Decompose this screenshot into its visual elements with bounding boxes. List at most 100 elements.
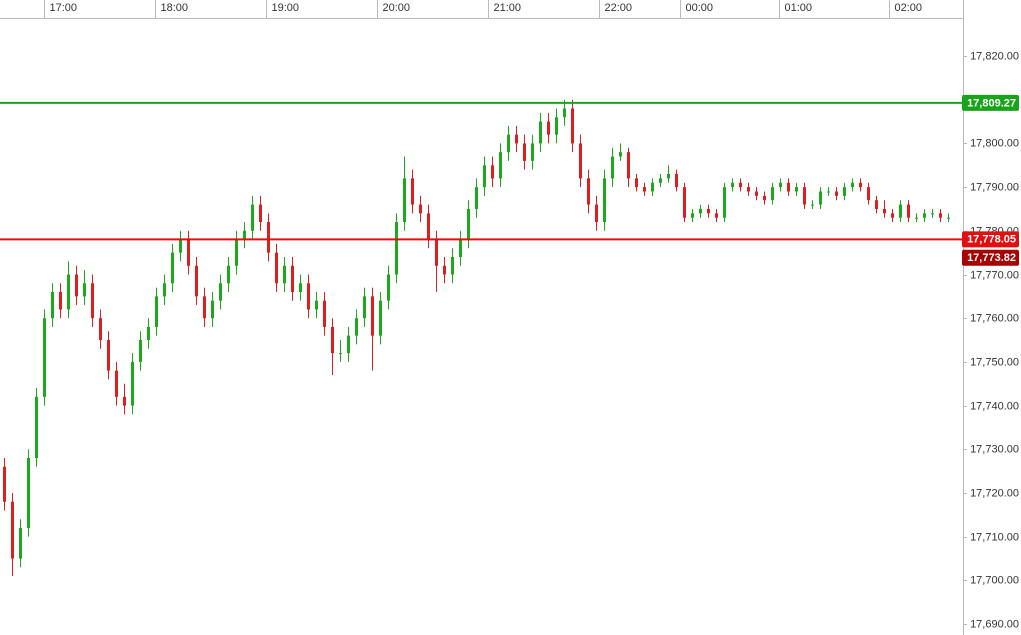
candle-body [99, 318, 102, 341]
candle-body [75, 274, 78, 297]
candle-body [787, 182, 790, 192]
candle-body [539, 121, 542, 144]
candle-body [859, 182, 862, 188]
x-tick-label: 01:00 [785, 2, 813, 14]
candle-body [747, 187, 750, 192]
candle-body [267, 222, 270, 253]
candle-body [387, 274, 390, 301]
candle-body [243, 230, 246, 240]
candle-body [707, 208, 710, 214]
level-label-box [962, 249, 1019, 266]
candle-body [139, 340, 142, 362]
x-tick-label: 19:00 [272, 2, 300, 14]
y-tick-label: 17,770.00 [970, 269, 1019, 281]
candle-body [651, 182, 654, 192]
candle-body [195, 265, 198, 297]
candle-body [467, 208, 470, 240]
candle-body [235, 239, 238, 266]
x-tick-label: 17:00 [50, 2, 78, 14]
candle-body [379, 300, 382, 336]
candle-body [835, 191, 838, 196]
candle-body [515, 134, 518, 144]
candle-body [211, 300, 214, 319]
candle-body [483, 165, 486, 188]
y-tick-label: 17,750.00 [970, 356, 1019, 368]
candle-body [771, 187, 774, 201]
candle-body [443, 265, 446, 275]
candle-body [675, 173, 678, 188]
candle-body [587, 178, 590, 205]
candle-body [875, 200, 878, 209]
candle-body [811, 204, 814, 206]
candle-body [275, 252, 278, 284]
candle-body [259, 204, 262, 223]
candle-body [123, 396, 126, 406]
candle-body [11, 501, 14, 559]
candle-body [147, 326, 150, 341]
candle-body [867, 187, 870, 201]
candle-body [323, 300, 326, 327]
candle-body [507, 134, 510, 153]
candle-body [3, 466, 6, 502]
candle-body [547, 121, 550, 135]
candle-body [563, 108, 566, 118]
candle-body [315, 300, 318, 310]
candle-body [491, 165, 494, 179]
candle-body [667, 173, 670, 179]
x-tick-label: 18:00 [161, 2, 189, 14]
candle-body [763, 195, 766, 201]
candle-body [907, 204, 910, 218]
candle-body [427, 213, 430, 240]
x-tick-label: 20:00 [383, 2, 411, 14]
candle-body [571, 108, 574, 144]
candle-body [251, 204, 254, 231]
candle-body [91, 283, 94, 319]
candle-body [715, 213, 718, 218]
candle-body [931, 213, 934, 215]
x-tick-label: 02:00 [895, 2, 923, 14]
candle-body [219, 283, 222, 301]
y-tick-label: 17,790.00 [970, 181, 1019, 193]
candle-body [27, 458, 30, 528]
candle-body [171, 252, 174, 284]
candle-body [555, 117, 558, 135]
candle-body [643, 187, 646, 192]
candle-body [499, 152, 502, 179]
candle-body [795, 187, 798, 192]
candle-body [803, 187, 806, 205]
y-tick-label: 17,820.00 [970, 50, 1019, 62]
y-tick-label: 17,740.00 [970, 400, 1019, 412]
candle-body [155, 296, 158, 327]
y-tick-label: 17,710.00 [970, 531, 1019, 543]
candle-body [67, 274, 70, 310]
candle-body [299, 283, 302, 292]
candle-body [19, 527, 22, 559]
candle-body [827, 191, 830, 193]
level-label-box [962, 231, 1019, 248]
candle-body [411, 178, 414, 205]
candle-body [603, 178, 606, 223]
candle-body [947, 217, 950, 219]
candle-body [899, 204, 902, 218]
level-label: 17,773.82 [967, 252, 1016, 264]
candle-body [307, 283, 310, 310]
candle-body [131, 361, 134, 406]
candle-body [699, 208, 702, 214]
candle-body [187, 239, 190, 266]
candle-body [59, 291, 62, 310]
candle-body [923, 213, 926, 218]
candle-body [163, 283, 166, 297]
candle-body [179, 239, 182, 253]
candle-body [363, 296, 366, 319]
candle-body [459, 239, 462, 258]
x-tick-label: 21:00 [494, 2, 522, 14]
candle-body [419, 204, 422, 214]
candle-body [779, 182, 782, 188]
candle-body [891, 213, 894, 218]
candle-body [523, 143, 526, 161]
candle-body [683, 187, 686, 218]
candle-body [739, 182, 742, 188]
